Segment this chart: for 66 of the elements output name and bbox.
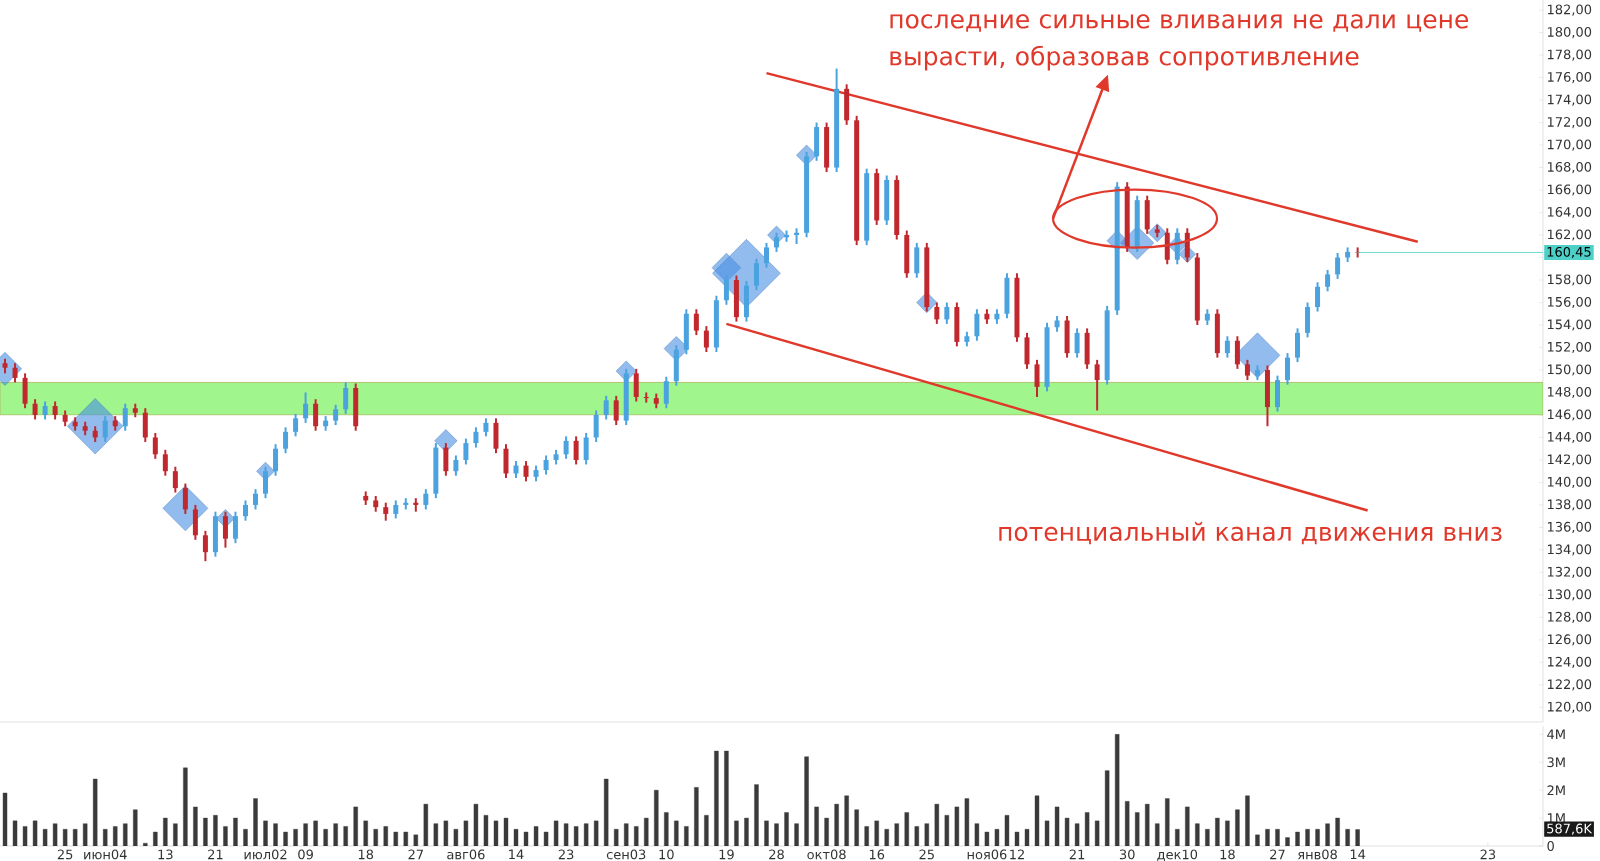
x-tick-label: 27 [1270,849,1285,860]
y-tick-label: 154,00 [1547,319,1592,331]
x-tick-label: 25 [919,849,934,860]
y-tick-label: 150,00 [1547,364,1592,376]
annotation: последние сильные вливания не дали цене вырасти, образовав сопротивление [890,14,1469,71]
x-tick-label: 13 [158,849,173,860]
y-tick-label: 144,00 [1547,431,1592,444]
x-tick-label: 12 [1010,849,1024,860]
y-tick-label: 134,00 [1547,544,1592,556]
x-tick-label: 14 [509,849,524,859]
y-tick-label: 146,00 [1547,409,1592,421]
x-tick-label: 28 [769,849,784,860]
x-tick-label: 23 [558,849,574,860]
y-tick-label: 138,00 [1547,499,1592,511]
x-tick-label: июл02 [244,849,287,860]
x-tick-label: 10 [659,849,674,860]
x-tick-label: 16 [869,849,885,860]
y-tick-label: 178,00 [1547,49,1592,61]
x-tick-label: авг06 [447,849,485,860]
x-tick-label: 09 [298,849,313,860]
y-tick-label: 140,00 [1547,476,1592,489]
x-tick-label: 27 [408,849,423,860]
x-tick-label: 25 [57,849,73,860]
y-tick-label: 172,00 [1547,117,1592,129]
x-tick-label: 21 [208,849,223,860]
x-tick-label: окт08 [807,849,846,860]
x-tick-label: янв08 [1298,849,1337,860]
y-tick-label: 2M [1547,785,1565,795]
y-tick-label: 124,00 [1547,656,1592,668]
y-tick-label: 166,00 [1547,184,1592,196]
x-tick-label: 18 [358,849,374,860]
y-tick-label: 142,00 [1547,454,1592,466]
y-tick-label: 152,00 [1547,341,1592,354]
y-tick-label: 174,00 [1547,94,1592,106]
y-tick-label: 148,00 [1547,386,1592,399]
y-tick-label: 156,00 [1547,296,1592,309]
y-tick-label: 132,00 [1547,566,1592,578]
x-tick-label: 14 [1350,849,1366,859]
y-tick-label: 182,00 [1547,4,1592,16]
y-tick-label: 136,00 [1547,521,1592,533]
y-tick-label: 176,00 [1547,72,1592,84]
y-tick-label: 164,00 [1547,206,1592,219]
x-tick-label: июн04 [84,849,127,860]
x-tick-label: 21 [1069,849,1085,860]
y-tick-label: 170,00 [1547,139,1592,151]
x-tick-label: дек10 [1157,849,1198,861]
x-tick-label: 19 [719,849,734,860]
y-tick-label: 168,00 [1547,161,1592,174]
y-tick-label: 0 [1547,841,1554,851]
x-tick-label: сен03 [606,849,646,860]
y-tick-label: 130,00 [1547,589,1592,601]
ref-line-label: 160,45 [1547,246,1591,259]
y-tick-label: 126,00 [1547,634,1592,646]
annotation: потенциальный канал движения вниз [999,521,1502,545]
y-tick-label: 180,00 [1547,27,1592,39]
x-tick-label: 30 [1119,849,1135,860]
x-tick-label: 23 [1480,849,1496,860]
y-tick-label: 162,00 [1547,229,1592,241]
y-tick-label: 122,00 [1547,679,1592,691]
y-tick-label: 128,00 [1547,611,1592,623]
y-tick-label: 3M [1547,757,1565,768]
y-tick-label: 158,00 [1547,274,1592,286]
y-tick-label: 4M [1547,729,1565,740]
x-tick-label: ноя06 [967,849,1007,860]
y-tick-label: 120,00 [1547,701,1592,713]
x-tick-label: 18 [1220,849,1235,860]
